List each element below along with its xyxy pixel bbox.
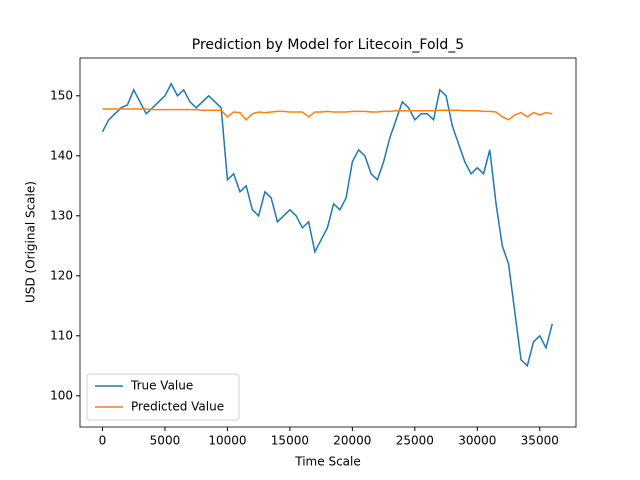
chart-title: Prediction by Model for Litecoin_Fold_5 — [192, 37, 464, 53]
y-axis-label: USD (Original Scale) — [24, 181, 38, 303]
y-tick-label: 110 — [50, 328, 73, 342]
x-tick-label: 0 — [99, 434, 107, 448]
legend-label: Predicted Value — [131, 400, 224, 414]
legend-box — [86, 373, 240, 421]
x-tick-label: 15000 — [271, 434, 309, 448]
data-line — [102, 108, 553, 121]
legend-label: True Value — [130, 379, 193, 393]
x-tick-label: 30000 — [458, 434, 496, 448]
y-tick-label: 130 — [50, 208, 73, 222]
plot-frame — [79, 57, 577, 428]
x-axis-label: Time Scale — [294, 455, 360, 469]
x-tick-label: 25000 — [396, 434, 434, 448]
x-tick-label: 35000 — [521, 434, 559, 448]
y-tick-label: 140 — [50, 148, 73, 162]
y-tick-label: 120 — [50, 268, 73, 282]
x-tick-label: 20000 — [333, 434, 371, 448]
x-tick-label: 5000 — [150, 434, 181, 448]
y-tick-label: 100 — [50, 388, 73, 402]
x-tick-label: 10000 — [208, 434, 246, 448]
y-tick-label: 150 — [50, 88, 73, 102]
data-line — [101, 82, 553, 368]
